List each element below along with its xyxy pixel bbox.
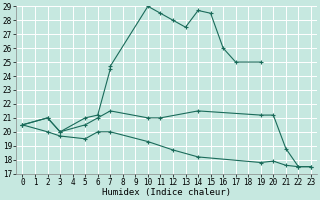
X-axis label: Humidex (Indice chaleur): Humidex (Indice chaleur)	[102, 188, 231, 197]
